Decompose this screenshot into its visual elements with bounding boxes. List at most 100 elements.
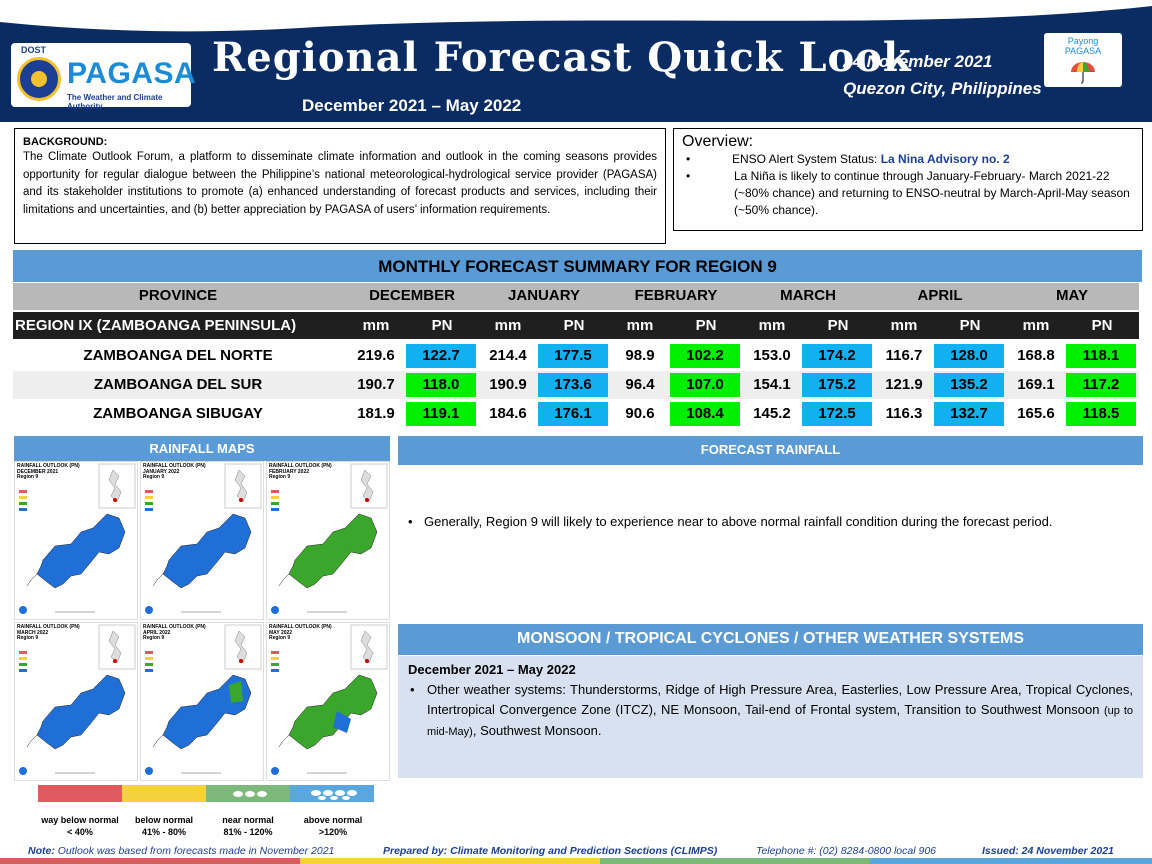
monthly-summary-title: MONTHLY FORECAST SUMMARY FOR REGION 9 xyxy=(13,250,1142,282)
month-header: FEBRUARY xyxy=(634,287,718,304)
mm-value: 116.3 xyxy=(885,405,923,422)
mm-header: mm xyxy=(758,317,786,334)
mm-value: 184.6 xyxy=(489,405,527,422)
pn-value: 175.2 xyxy=(802,373,872,397)
legend-name: near normal xyxy=(222,815,274,825)
legend-name: way below normal xyxy=(41,815,119,825)
rainfall-map: RAINFALL OUTLOOK (PN) DECEMBER 2021 Regi… xyxy=(14,461,138,620)
monsoon-note: (up to mid-May) xyxy=(427,705,1133,738)
rainfall-map: RAINFALL OUTLOOK (PN) APRIL 2022 Region … xyxy=(140,622,264,781)
pn-value: 177.5 xyxy=(538,344,608,368)
region-9-map-icon xyxy=(145,463,262,614)
region-header-row: REGION IX (ZAMBOANGA PENINSULA) mm PN mm… xyxy=(13,312,1139,339)
pn-value: 172.5 xyxy=(802,402,872,426)
pn-value: 117.2 xyxy=(1066,373,1136,397)
legend-swatch-near xyxy=(206,785,290,802)
footer-note: Note: Outlook was based from forecasts m… xyxy=(28,845,334,857)
mm-header: mm xyxy=(494,317,522,334)
pn-value: 132.7 xyxy=(934,402,1004,426)
mm-value: 219.6 xyxy=(357,347,395,364)
legend-range: < 40% xyxy=(67,827,93,837)
mm-value: 190.7 xyxy=(357,376,395,393)
rainfall-map-title: RAINFALL OUTLOOK (PN) MAY 2022 Region 9 xyxy=(269,624,332,641)
note-text: Outlook was based from forecasts made in… xyxy=(54,845,335,857)
rainfall-map-title: RAINFALL OUTLOOK (PN) JANUARY 2022 Regio… xyxy=(143,463,206,480)
pn-value: 118.5 xyxy=(1066,402,1136,426)
mm-header: mm xyxy=(1022,317,1050,334)
province-row: ZAMBOANGA DEL NORTE 219.6 122.7 214.4 177.5 9… xyxy=(13,342,1139,370)
payong-pagasa-logo: Payong PAGASA xyxy=(1044,33,1122,87)
rainfall-maps-grid: RAINFALL OUTLOOK (PN) DECEMBER 2021 Regi… xyxy=(14,461,390,783)
province-header: PROVINCE xyxy=(138,287,218,304)
pn-header: PN xyxy=(1091,317,1113,334)
region-9-map-icon xyxy=(271,463,388,614)
pn-header: PN xyxy=(827,317,849,334)
pn-value: 108.4 xyxy=(670,402,740,426)
footer-prepared-by: Prepared by: Climate Monitoring and Pred… xyxy=(383,845,718,857)
footer-color-bar xyxy=(600,858,870,864)
forecast-rainfall-text: Generally, Region 9 will likely to exper… xyxy=(408,512,1134,532)
footer-color-bar xyxy=(870,858,1152,864)
header-wave-decoration xyxy=(0,0,1152,32)
mm-value: 145.2 xyxy=(753,405,791,422)
mm-value: 214.4 xyxy=(489,347,527,364)
forecast-rainfall-heading: FORECAST RAINFALL xyxy=(398,436,1143,465)
mm-value: 153.0 xyxy=(753,347,791,364)
province-row: ZAMBOANGA DEL SUR 190.7 118.0 190.9 173.6 96.… xyxy=(13,371,1139,399)
la-nina-advisory-link[interactable]: La Nina Advisory no. 2 xyxy=(880,152,1010,166)
mm-value: 121.9 xyxy=(885,376,923,393)
footer-telephone: Telephone #: (02) 8284-0800 local 906 xyxy=(756,845,937,857)
month-header: JANUARY xyxy=(508,287,580,304)
rain-cloud-icon xyxy=(311,790,357,800)
legend-range: 81% - 120% xyxy=(223,827,273,837)
pn-value: 173.6 xyxy=(538,373,608,397)
pagasa-seal-icon xyxy=(17,57,61,101)
rainfall-map: RAINFALL OUTLOOK (PN) MAY 2022 Region 9 xyxy=(266,622,390,781)
umbrella-icon xyxy=(1071,62,1095,84)
province-name: ZAMBOANGA DEL SUR xyxy=(93,376,263,393)
background-box: BACKGROUND: The Climate Outlook Forum, a… xyxy=(14,128,666,244)
enso-status-prefix: ENSO Alert System Status: xyxy=(732,152,881,166)
month-header: APRIL xyxy=(917,287,963,304)
legend-swatch-below xyxy=(122,785,206,802)
region-9-map-icon xyxy=(271,624,388,775)
pn-value: 174.2 xyxy=(802,344,872,368)
rainfall-maps-heading: RAINFALL MAPS xyxy=(14,436,390,461)
overview-list: ENSO Alert System Status: La Nina Adviso… xyxy=(682,151,1134,219)
footer: Note: Outlook was based from forecasts m… xyxy=(0,842,1152,864)
legend-swatch-way-below xyxy=(38,785,122,802)
forecast-period: December 2021 – May 2022 xyxy=(302,96,522,115)
legend-label-near: near normal 81% - 120% xyxy=(203,814,293,838)
note-label: Note: xyxy=(28,845,55,857)
mm-value: 169.1 xyxy=(1017,376,1055,393)
legend-name: above normal xyxy=(303,815,363,825)
pn-header: PN xyxy=(431,317,453,334)
cloud-icon xyxy=(233,791,267,797)
mm-value: 96.4 xyxy=(625,376,655,393)
mm-value: 116.7 xyxy=(885,347,923,364)
pn-header: PN xyxy=(959,317,981,334)
province-name: ZAMBOANGA DEL NORTE xyxy=(83,347,273,364)
region-9-map-icon xyxy=(19,463,136,614)
month-header: MAY xyxy=(1056,287,1088,304)
legend-label-below: below normal 41% - 80% xyxy=(119,814,209,838)
issue-location: Quezon City, Philippines xyxy=(843,79,1042,98)
footer-color-bar xyxy=(0,858,300,864)
monsoon-systems-text: Other weather systems: Thunderstorms, Ri… xyxy=(427,682,1133,717)
legend-range: 41% - 80% xyxy=(141,827,187,837)
mm-header: mm xyxy=(626,317,654,334)
pn-value: 102.2 xyxy=(670,344,740,368)
monsoon-body: December 2021 – May 2022 Other weather s… xyxy=(398,656,1143,778)
rainfall-map: RAINFALL OUTLOOK (PN) MARCH 2022 Region … xyxy=(14,622,138,781)
rainfall-map-title: RAINFALL OUTLOOK (PN) FEBRUARY 2022 Regi… xyxy=(269,463,332,480)
background-heading: BACKGROUND: xyxy=(23,136,108,148)
pagasa-logo: DOST PAGASA The Weather and Climate Auth… xyxy=(11,43,196,111)
monsoon-end-text: , Southwest Monsoon. xyxy=(472,723,602,738)
pn-value: 118.1 xyxy=(1066,344,1136,368)
legend-name: below normal xyxy=(134,815,193,825)
mm-value: 154.1 xyxy=(753,376,791,393)
pn-value: 107.0 xyxy=(670,373,740,397)
province-row: ZAMBOANGA SIBUGAY 181.9 119.1 184.6 176.1 90.… xyxy=(13,400,1139,428)
legend-label-above: above normal >120% xyxy=(288,814,378,838)
